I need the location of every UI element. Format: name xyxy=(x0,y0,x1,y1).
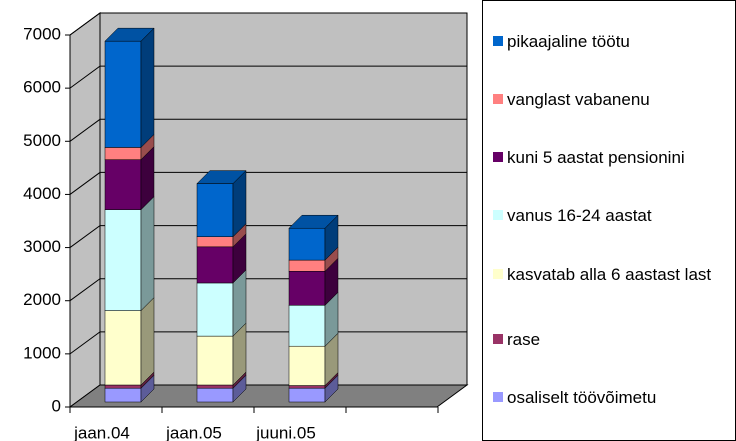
bar-segment xyxy=(288,227,326,261)
bar-segment xyxy=(104,40,142,148)
bar-segment xyxy=(288,387,326,403)
legend-swatch xyxy=(493,210,503,220)
back-wall xyxy=(99,12,468,386)
bar-segment xyxy=(104,384,142,389)
legend-swatch xyxy=(493,36,503,46)
x-tick-label: juuni.05 xyxy=(255,423,316,441)
y-tick-label: 4000 xyxy=(23,184,61,203)
y-tick-label: 6000 xyxy=(23,78,61,97)
bar-segment xyxy=(196,335,234,386)
side-wall xyxy=(69,12,101,408)
legend-label: kuni 5 aastat pensionini xyxy=(507,148,685,167)
grid-line xyxy=(69,12,467,36)
x-tick-label: jaan.04 xyxy=(73,423,130,441)
grid-line xyxy=(69,171,467,195)
bar-top xyxy=(104,27,155,42)
bar-side xyxy=(140,196,155,312)
bar-segment xyxy=(288,305,326,347)
legend-label: kasvatab alla 6 aastast last xyxy=(507,265,712,284)
legend-swatch xyxy=(493,392,503,402)
bar-segment xyxy=(288,385,326,389)
legend-swatch xyxy=(493,94,503,104)
bar-segment xyxy=(196,183,234,237)
x-tick-label: jaan.05 xyxy=(165,423,222,441)
legend-swatch xyxy=(493,334,503,344)
legend-item: vanglast vabanenu xyxy=(493,87,729,112)
legend-item: kasvatab alla 6 aastast last xyxy=(493,262,729,287)
bar-segment xyxy=(288,345,326,386)
bar-side xyxy=(140,27,155,149)
bar-segment xyxy=(104,147,142,160)
y-tick-label: 0 xyxy=(52,396,61,415)
legend-label: vanglast vabanenu xyxy=(507,90,650,109)
bar-segment xyxy=(196,384,234,389)
y-tick-label: 2000 xyxy=(23,290,61,309)
bar-top xyxy=(288,214,339,229)
legend-swatch xyxy=(493,269,503,279)
bar-segment xyxy=(196,282,234,337)
legend: pikaajaline töötu vanglast vabanenu kuni 5… xyxy=(482,0,736,441)
bar-segment xyxy=(104,159,142,210)
bar-segment xyxy=(104,209,142,311)
plot: 0 1000 2000 3000 4000 5000 6000 7000 jaan.04 jaan… xyxy=(23,12,469,441)
legend-item: kuni 5 aastat pensionini xyxy=(493,145,729,170)
legend-item: rase xyxy=(493,327,729,352)
legend-item: vanus 16-24 aastat xyxy=(493,203,729,228)
bar-top xyxy=(196,170,247,184)
legend-label: pikaajaline töötu xyxy=(507,32,630,51)
bar-segment xyxy=(196,387,234,403)
legend-label: osaliselt töövõimetu xyxy=(507,388,657,407)
legend-label: rase xyxy=(507,330,541,349)
grid-line xyxy=(69,118,467,142)
legend-item: pikaajaline töötu xyxy=(493,29,729,54)
bar-segment xyxy=(104,387,142,403)
bar-segment xyxy=(288,259,326,272)
bar-side xyxy=(140,296,155,386)
grid-line xyxy=(69,331,467,355)
legend-swatch xyxy=(493,152,503,162)
legend-item: osaliselt töövõimetu xyxy=(493,385,729,410)
y-tick-label: 7000 xyxy=(23,24,61,43)
y-tick-label: 3000 xyxy=(23,237,61,256)
bar-segment xyxy=(196,236,234,248)
bar-segment xyxy=(288,271,326,306)
y-tick-label: 5000 xyxy=(23,131,61,150)
y-tick-label: 1000 xyxy=(23,343,61,362)
bar-segment xyxy=(104,310,142,386)
grid-line xyxy=(69,65,467,89)
grid-line xyxy=(69,278,467,302)
grid-line xyxy=(69,225,467,248)
legend-label: vanus 16-24 aastat xyxy=(507,206,652,225)
bar-segment xyxy=(196,246,234,284)
